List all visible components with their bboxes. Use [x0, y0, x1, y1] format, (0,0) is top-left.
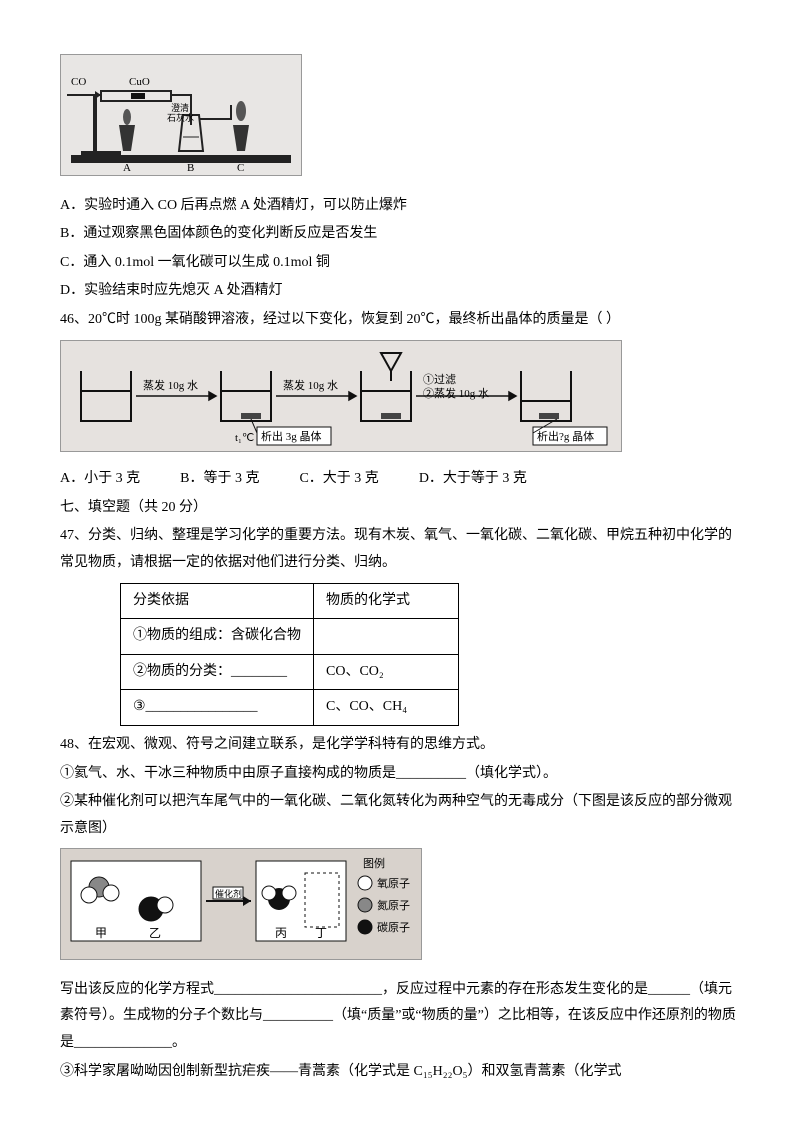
svg-text:①过滤: ①过滤 — [423, 373, 456, 386]
svg-text:析出 3g 晶体: 析出 3g 晶体 — [261, 429, 322, 443]
q45-opt-c: C．通入 0.1mol 一氧化碳可以生成 0.1mol 铜 — [60, 250, 740, 277]
svg-text:碳原子: 碳原子 — [377, 920, 410, 934]
svg-text:甲: 甲 — [95, 926, 107, 940]
svg-text:乙: 乙 — [149, 926, 161, 940]
q48-stem: 48、在宏观、微观、符号之间建立联系，是化学学科特有的思维方式。 — [60, 732, 740, 759]
svg-text:丁: 丁 — [315, 926, 327, 940]
svg-text:②蒸发 10g 水: ②蒸发 10g 水 — [423, 386, 489, 400]
q48-sub3: 写出该反应的化学方程式________________________，反应过程… — [60, 977, 740, 1057]
q48-sub4: ③科学家屠呦呦因创制新型抗疟疾——青蒿素（化学式是 C₁₅H₂₂O₅）和双氢青蒿… — [60, 1059, 740, 1086]
svg-text:蒸发 10g 水: 蒸发 10g 水 — [283, 378, 338, 392]
q45-figure: CO CuO A B C 澄清 石灰水 — [60, 54, 302, 176]
svg-text:t₁℃: t₁℃ — [235, 432, 254, 444]
q45-opt-a: A．实验时通入 CO 后再点燃 A 处酒精灯，可以防止爆炸 — [60, 193, 740, 220]
q47-table: 分类依据物质的化学式 ①物质的组成：含碳化合物 ②物质的分类：________C… — [120, 583, 459, 726]
q46-opt-a: A．小于 3 克 — [60, 466, 140, 493]
svg-text:催化剂: 催化剂 — [215, 888, 242, 899]
svg-text:图例: 图例 — [363, 856, 385, 870]
svg-text:石灰水: 石灰水 — [167, 112, 194, 123]
q48-sub2: ②某种催化剂可以把汽车尾气中的一氧化碳、二氧化氮转化为两种空气的无毒成分（下图是… — [60, 789, 740, 842]
q47-stem: 47、分类、归纳、整理是学习化学的重要方法。现有木炭、氧气、一氧化碳、二氧化碳、… — [60, 523, 740, 576]
label-cuo: CuO — [129, 76, 150, 88]
q45-opt-b: B．通过观察黑色固体颜色的变化判断反应是否发生 — [60, 221, 740, 248]
q46-stem: 46、20℃时 100g 某硝酸钾溶液，经过以下变化，恢复到 20℃，最终析出晶… — [60, 307, 740, 334]
label-b: B — [187, 162, 194, 174]
q48-figure: 甲 乙 催化剂 丙 丁 图例 氧原子 氮原子 碳原子 — [60, 848, 422, 960]
svg-text:澄清: 澄清 — [171, 102, 189, 113]
q48-sub1: ①氦气、水、干冰三种物质中由原子直接构成的物质是__________（填化学式）… — [60, 761, 740, 788]
svg-text:氧原子: 氧原子 — [377, 876, 410, 890]
section-7-title: 七、填空题（共 20 分） — [60, 495, 740, 522]
label-a: A — [123, 162, 131, 174]
svg-text:蒸发 10g 水: 蒸发 10g 水 — [143, 378, 198, 392]
q46-opt-c: C．大于 3 克 — [299, 466, 378, 493]
q46-options: A．小于 3 克 B．等于 3 克 C．大于 3 克 D．大于等于 3 克 — [60, 466, 740, 493]
q46-figure: 蒸发 10g 水 蒸发 10g 水 ①过滤 ②蒸发 10g 水 t₁℃ 析出 3… — [60, 340, 622, 452]
svg-text:氮原子: 氮原子 — [377, 898, 410, 912]
svg-text:析出?g 晶体: 析出?g 晶体 — [537, 429, 594, 443]
svg-text:丙: 丙 — [275, 926, 287, 940]
q46-opt-b: B．等于 3 克 — [180, 466, 259, 493]
q45-opt-d: D．实验结束时应先熄灭 A 处酒精灯 — [60, 278, 740, 305]
q46-opt-d: D．大于等于 3 克 — [419, 466, 527, 493]
label-c: C — [237, 162, 244, 174]
label-co: CO — [71, 76, 86, 88]
